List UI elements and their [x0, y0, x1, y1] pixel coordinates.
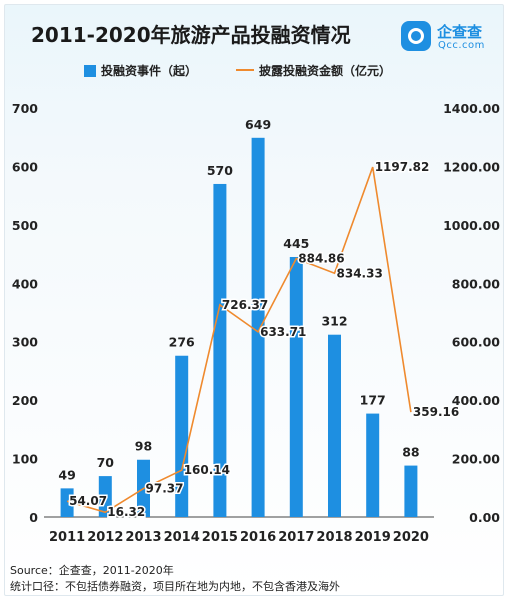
left-axis-tick-label: 700	[12, 101, 38, 116]
x-axis-tick-label: 2018	[316, 530, 352, 545]
bar	[289, 256, 303, 517]
x-axis-tick-label: 2017	[278, 530, 314, 545]
right-axis-tick-label: 400.00	[452, 393, 501, 408]
bar-value-label: 88	[402, 445, 419, 460]
bar-value-label: 570	[207, 163, 233, 178]
chart-legend: 投融资事件（起） 披露投融资金额（亿元）	[84, 62, 424, 80]
right-axis-tick-label: 800.00	[452, 276, 501, 291]
brand-logo-icon	[401, 21, 431, 51]
bar	[328, 334, 341, 517]
right-axis-tick-label: 1400.00	[443, 101, 500, 116]
bar-value-label: 70	[97, 455, 115, 470]
brand-name: 企查查	[437, 23, 483, 41]
chart-title: 2011-2020年旅游产品投融资情况	[31, 23, 351, 47]
line-value-label: 834.33	[337, 266, 383, 280]
right-axis-tick-label: 0.00	[469, 510, 500, 525]
left-axis-tick-label: 500	[12, 218, 38, 233]
line-value-label: 884.86	[298, 251, 344, 265]
bar-value-label: 276	[169, 335, 195, 350]
x-axis-tick-label: 2015	[202, 530, 238, 545]
x-axis-tick-label: 2014	[164, 530, 200, 545]
brand-logo: 企查查 Qcc.com	[401, 19, 501, 53]
left-axis-tick-label: 400	[12, 276, 38, 291]
line-value-label: 726.37	[222, 298, 268, 312]
legend-label-events: 投融资事件（起）	[101, 64, 198, 78]
right-axis-tick-label: 1000.00	[443, 218, 500, 233]
line-value-label: 160.14	[184, 463, 230, 477]
line-value-label: 633.71	[260, 325, 306, 339]
x-axis-tick-label: 2012	[87, 530, 123, 545]
bar	[251, 137, 265, 517]
bar	[404, 465, 418, 517]
legend-line-swatch	[236, 69, 254, 71]
right-axis-tick-label: 200.00	[452, 452, 501, 467]
amount-line	[66, 166, 412, 514]
bar	[366, 413, 380, 517]
source-note: Source：企查查，2011-2020年	[10, 564, 174, 577]
scope-note: 统计口径：不包括债券融资，项目所在地为内地，不包含香港及海外	[10, 580, 340, 593]
bar-value-label: 49	[58, 467, 75, 482]
line-value-label: 54.07	[69, 494, 107, 508]
bar-value-label: 445	[283, 236, 309, 251]
bar	[175, 355, 189, 517]
line-value-label: 359.16	[413, 405, 459, 419]
left-axis-tick-label: 100	[12, 452, 38, 467]
line-value-label: 16.32	[107, 505, 145, 519]
line-value-label: 1197.82	[375, 160, 430, 174]
bar-value-label: 98	[135, 439, 152, 454]
legend-item-amount: 披露投融资金额（亿元）	[236, 62, 391, 80]
x-axis-tick-label: 2016	[240, 530, 276, 545]
bar-value-label: 312	[321, 314, 347, 329]
bar	[60, 488, 74, 517]
x-axis-tick-label: 2011	[49, 530, 85, 545]
legend-item-events: 投融资事件（起）	[84, 62, 197, 80]
line-value-label: 97.37	[146, 482, 184, 496]
bar	[213, 183, 227, 517]
right-axis-tick-label: 1200.00	[443, 159, 500, 174]
x-axis-tick-label: 2013	[125, 530, 161, 545]
legend-bar-swatch	[84, 65, 96, 77]
bar-value-label: 649	[245, 117, 271, 132]
x-axis-tick-label: 2020	[393, 530, 429, 545]
x-axis-tick-label: 2019	[355, 530, 391, 545]
legend-label-amount: 披露投融资金额（亿元）	[259, 64, 392, 78]
right-axis-tick-label: 600.00	[452, 335, 501, 350]
left-axis-tick-label: 0	[29, 510, 38, 525]
left-axis-tick-label: 600	[12, 159, 38, 174]
bar-value-label: 177	[360, 393, 386, 408]
bar	[98, 476, 112, 517]
brand-domain: Qcc.com	[438, 40, 485, 51]
left-axis-tick-label: 200	[12, 393, 38, 408]
left-axis-tick-label: 300	[12, 335, 38, 350]
